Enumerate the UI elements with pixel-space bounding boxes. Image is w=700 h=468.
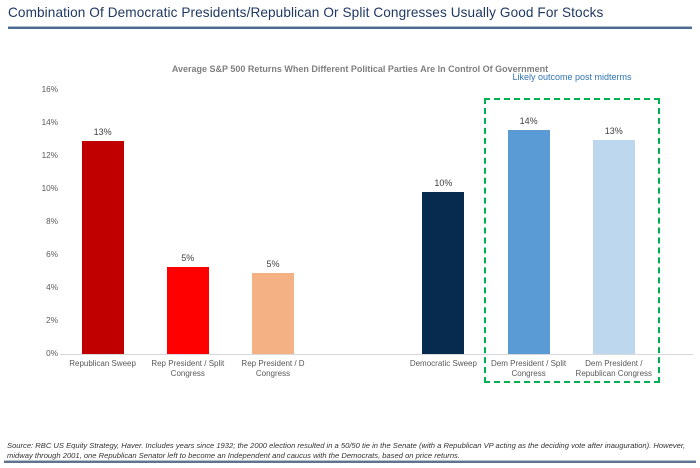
- source-note: Source: RBC US Equity Strategy, Haver. I…: [7, 441, 686, 461]
- title-divider: [8, 26, 692, 29]
- chart-title: Average S&P 500 Returns When Different P…: [171, 64, 549, 74]
- y-axis-tick-label: 12%: [41, 151, 58, 160]
- x-axis-category-label: Dem President / Split Congress: [491, 359, 567, 379]
- y-axis-tick-label: 4%: [46, 283, 58, 292]
- y-axis-tick-label: 14%: [41, 118, 58, 127]
- y-axis-tick-label: 10%: [41, 184, 58, 193]
- bar-2: [166, 266, 209, 354]
- y-axis-tick-label: 16%: [41, 85, 58, 94]
- x-axis-category-label: Dem President / Republican Congress: [575, 359, 653, 379]
- bar-value-label: 14%: [519, 115, 538, 126]
- bar-4: [422, 192, 465, 354]
- bar-3: [252, 273, 294, 354]
- bar-value-label: 13%: [93, 127, 112, 138]
- bar-value-label: 13%: [604, 125, 623, 136]
- x-axis-category-label: Democratic Sweep: [409, 359, 477, 368]
- y-axis-tick-label: 2%: [46, 316, 58, 325]
- x-axis-line: [60, 354, 693, 355]
- x-axis-category-label: Republican Sweep: [69, 359, 136, 368]
- bar-value-label: 10%: [434, 178, 453, 189]
- bar-5: [507, 129, 550, 354]
- y-axis-tick-label: 6%: [46, 250, 58, 259]
- bar-value-label: 5%: [181, 252, 195, 263]
- highlight-dashed-box: [484, 98, 660, 383]
- y-axis-tick-label: 0%: [46, 349, 58, 358]
- bar-1: [81, 141, 124, 354]
- y-axis-tick-label: 8%: [46, 217, 58, 226]
- x-axis-category-label: Rep President / D Congress: [241, 359, 305, 379]
- page-title: Combination Of Democratic Presidents/Rep…: [8, 5, 604, 20]
- bar-6: [592, 139, 635, 354]
- footer-divider: [4, 460, 696, 463]
- x-axis-category-label: Rep President / Split Congress: [151, 359, 225, 379]
- bar-value-label: 5%: [266, 259, 280, 270]
- annotation-likely-outcome: Likely outcome post midterms: [512, 72, 632, 82]
